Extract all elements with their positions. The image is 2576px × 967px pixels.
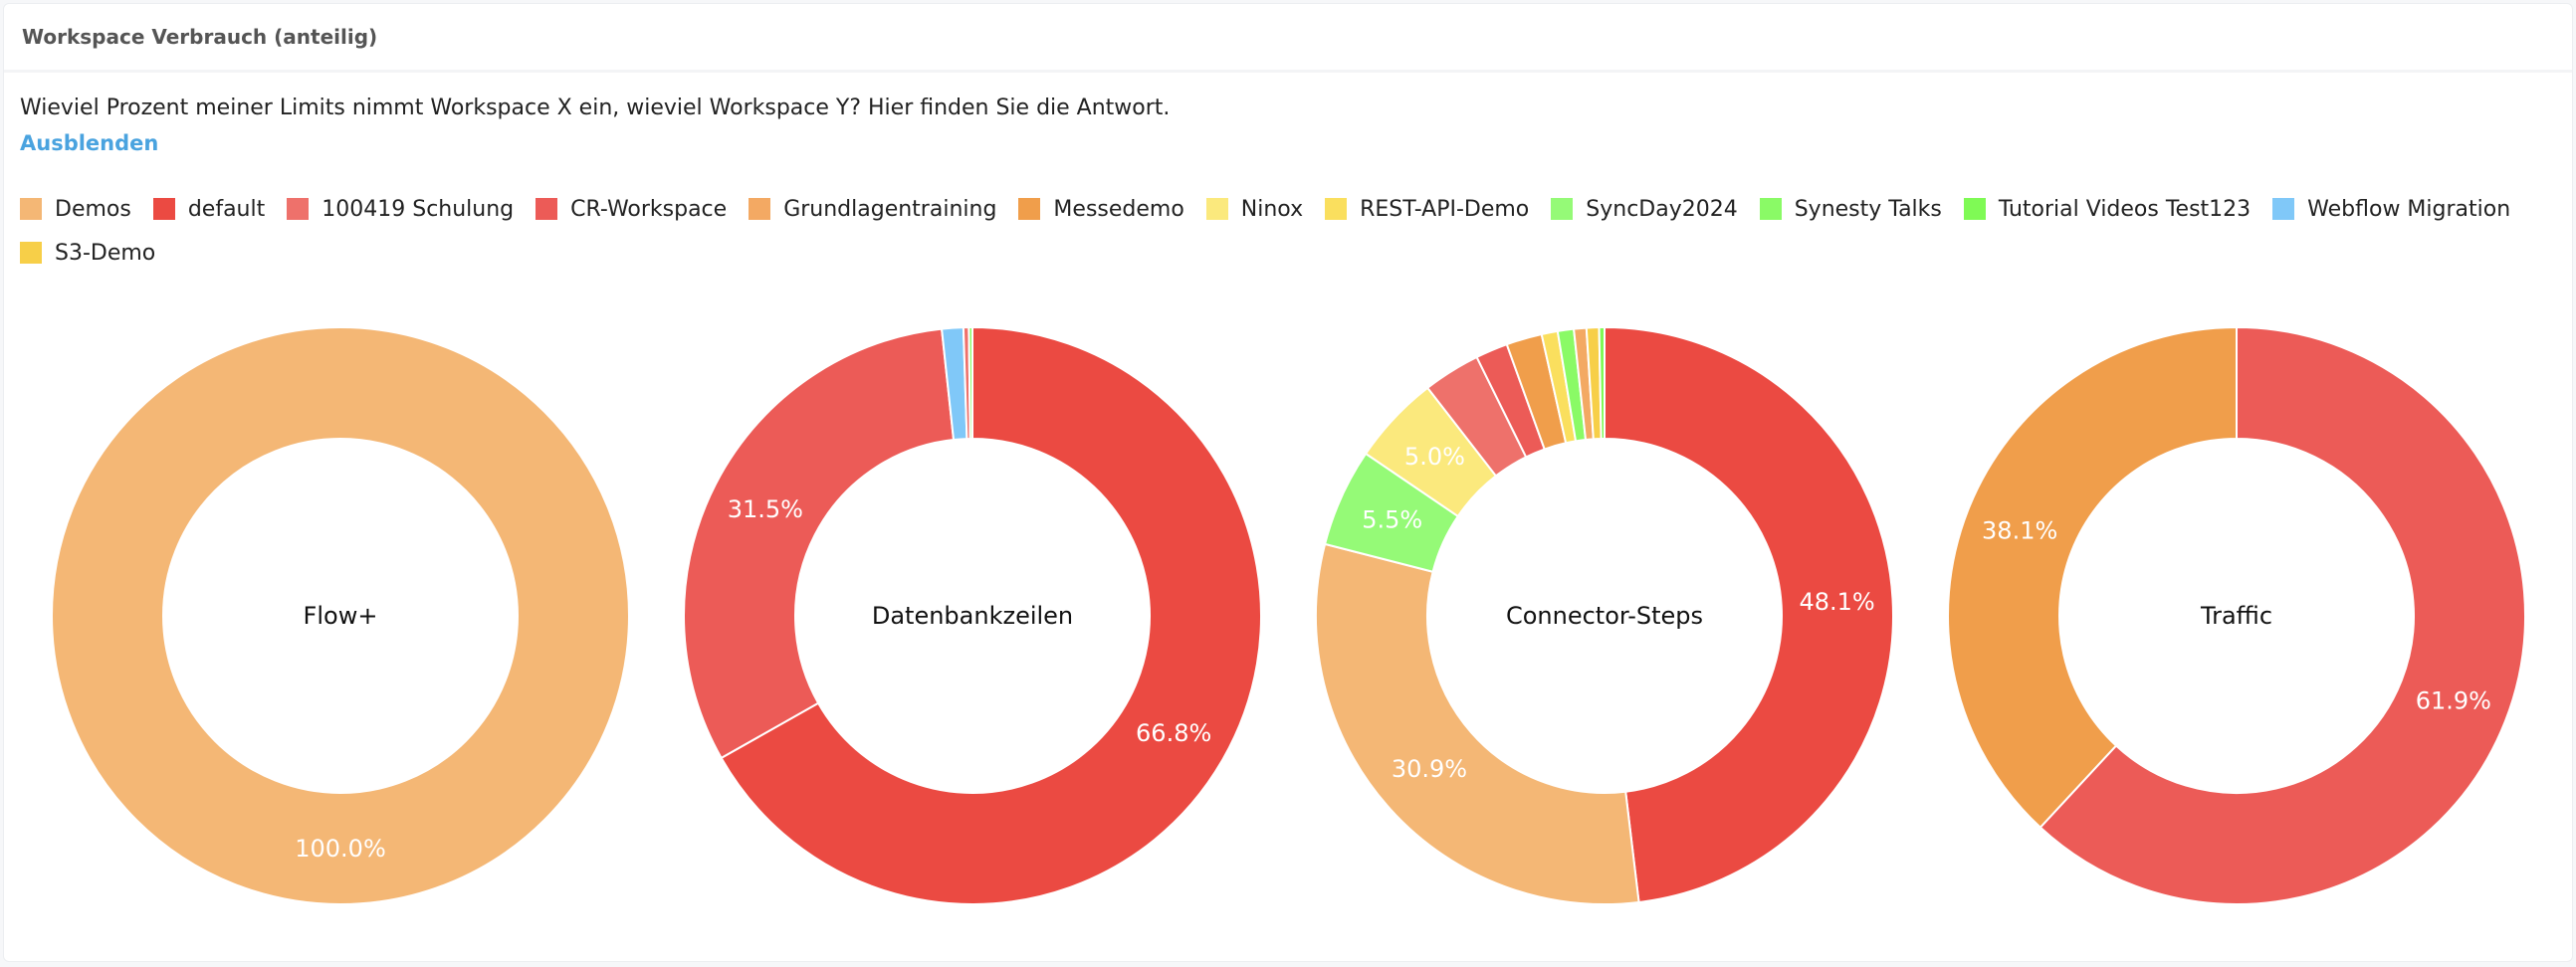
legend-label: Grundlagentraining [783, 196, 997, 222]
legend-item[interactable]: Synesty Talks [1759, 195, 1942, 223]
legend-label: default [187, 196, 266, 222]
legend-swatch [20, 242, 42, 264]
legend-swatch [2272, 198, 2295, 220]
donut-center-title: Traffic [2200, 602, 2272, 630]
legend-label: Ninox [1240, 196, 1304, 222]
chart-legend: Demos default 100419 Schulung CR-Workspace G… [20, 195, 2548, 267]
legend-swatch [1759, 198, 1782, 220]
donut-slice[interactable] [683, 327, 956, 760]
legend-item[interactable]: CR-Workspace [536, 195, 727, 223]
card-description: Wieviel Prozent meiner Limits nimmt Work… [20, 96, 1171, 120]
donut-chart: 48.1% 30.9% 5.5% 5.0% Connector-Steps [1315, 325, 1894, 905]
legend-swatch [1551, 198, 1574, 220]
legend-item[interactable]: S3-Demo [20, 239, 155, 267]
legend-swatch [536, 198, 558, 220]
legend-item[interactable]: Demos [20, 195, 131, 223]
legend-label: Demos [55, 196, 131, 222]
legend-item[interactable]: default [152, 195, 266, 223]
card-header: Workspace Verbrauch (anteilig) [4, 4, 2572, 73]
slice-label: 5.0% [1404, 443, 1465, 471]
donut-center-title: Connector-Steps [1506, 602, 1703, 630]
donut-slice[interactable] [1947, 325, 2238, 830]
legend-swatch [287, 198, 310, 220]
legend-swatch [1325, 198, 1348, 220]
donut-chart: 61.9% 38.1% Traffic [1947, 325, 2526, 905]
legend-item[interactable]: SyncDay2024 [1551, 195, 1738, 223]
legend-item[interactable]: 100419 Schulung [287, 195, 514, 223]
donut-center-title: Datenbankzeilen [872, 602, 1073, 630]
legend-label: S3-Demo [55, 240, 156, 266]
donut-slice[interactable] [967, 325, 973, 441]
legend-swatch [1018, 198, 1041, 220]
donut-slice[interactable] [1604, 325, 1894, 904]
slice-label: 61.9% [2416, 686, 2491, 714]
donut-slice[interactable] [720, 325, 1262, 905]
legend-label: CR-Workspace [570, 196, 728, 222]
legend-swatch [1963, 198, 1986, 220]
legend-label: Synesty Talks [1794, 196, 1942, 222]
legend-item[interactable]: Messedemo [1018, 195, 1184, 223]
donut-slice[interactable] [1598, 325, 1606, 441]
legend-label: SyncDay2024 [1586, 196, 1738, 222]
legend-item[interactable]: Ninox [1205, 195, 1304, 223]
donut-slice[interactable] [1315, 542, 1640, 905]
slice-label: 66.8% [1136, 719, 1211, 747]
donut-slice[interactable] [50, 326, 631, 905]
legend-item[interactable]: Grundlagentraining [749, 195, 996, 223]
legend-label: 100419 Schulung [322, 196, 515, 222]
slice-label: 5.5% [1362, 506, 1422, 534]
donut-center-title: Flow+ [304, 602, 378, 630]
donut-slice[interactable] [2039, 325, 2526, 905]
hide-description-link[interactable]: Ausblenden [20, 131, 159, 155]
legend-item[interactable]: Webflow Migration [2272, 195, 2510, 223]
legend-swatch [20, 198, 42, 220]
legend-label: Messedemo [1053, 196, 1184, 222]
legend-swatch [152, 198, 175, 220]
legend-label: Webflow Migration [2307, 196, 2511, 222]
legend-item[interactable]: REST-API-Demo [1325, 195, 1529, 223]
slice-label: 100.0% [295, 835, 386, 863]
slice-label: 30.9% [1392, 755, 1467, 783]
legend-swatch [1205, 198, 1228, 220]
legend-swatch [749, 198, 771, 220]
donut-chart: 66.8% 31.5% Datenbankzeilen [683, 325, 1262, 905]
card-title: Workspace Verbrauch (anteilig) [22, 25, 378, 49]
slice-label: 38.1% [1982, 517, 2057, 545]
legend-label: Tutorial Videos Test123 [1998, 196, 2252, 222]
legend-label: REST-API-Demo [1360, 196, 1530, 222]
donut-chart: 100.0% Flow+ [50, 326, 631, 905]
slice-label: 48.1% [1799, 588, 1874, 616]
slice-label: 31.5% [728, 495, 803, 523]
legend-item[interactable]: Tutorial Videos Test123 [1963, 195, 2252, 223]
